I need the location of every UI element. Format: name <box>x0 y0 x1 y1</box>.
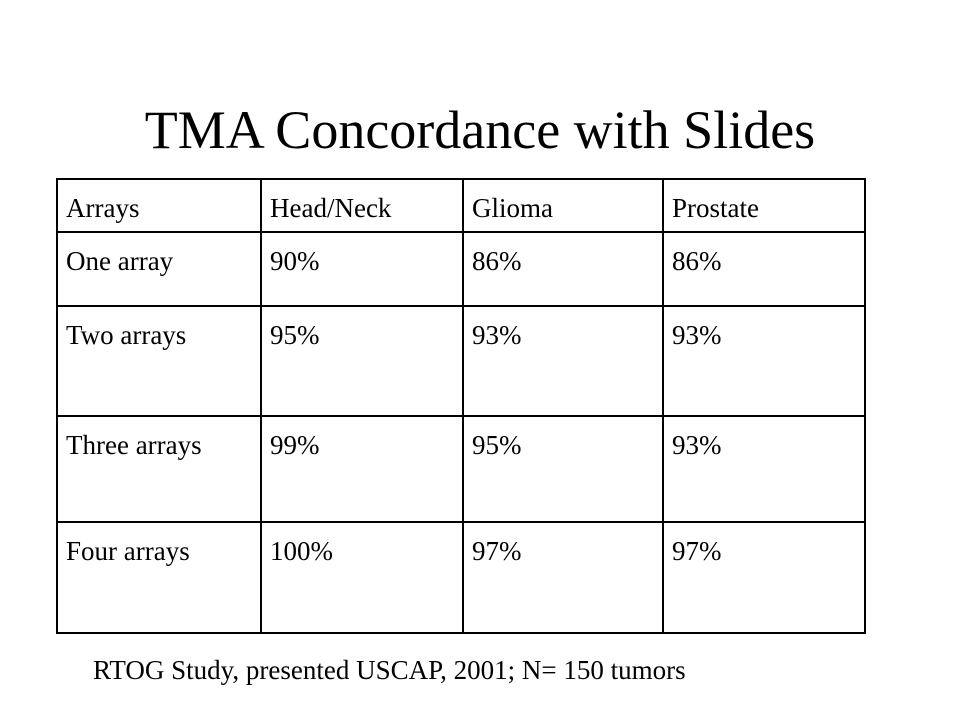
concordance-table: Arrays Head/Neck Glioma Prostate One arr… <box>56 178 866 634</box>
row-label: Four arrays <box>56 521 262 634</box>
head-neck-cell: 90% <box>260 231 464 307</box>
prostate-cell: 97% <box>662 521 866 634</box>
prostate-cell: 93% <box>662 305 866 417</box>
prostate-cell: 93% <box>662 415 866 523</box>
table-header-row: Arrays Head/Neck Glioma Prostate <box>56 178 866 233</box>
glioma-cell: 95% <box>462 415 664 523</box>
slide-title: TMA Concordance with Slides <box>144 100 816 160</box>
prostate-cell: 86% <box>662 231 866 307</box>
table-row: One array 90% 86% 86% <box>56 231 866 307</box>
head-neck-cell: 99% <box>260 415 464 523</box>
row-label: One array <box>56 231 262 307</box>
footnote: RTOG Study, presented USCAP, 2001; N= 15… <box>93 655 686 685</box>
column-header-head-neck: Head/Neck <box>260 178 464 233</box>
table-row: Two arrays 95% 93% 93% <box>56 305 866 417</box>
head-neck-cell: 100% <box>260 521 464 634</box>
glioma-cell: 93% <box>462 305 664 417</box>
row-label: Three arrays <box>56 415 262 523</box>
glioma-cell: 86% <box>462 231 664 307</box>
column-header-arrays: Arrays <box>56 178 262 233</box>
table-row: Three arrays 99% 95% 93% <box>56 415 866 523</box>
glioma-cell: 97% <box>462 521 664 634</box>
column-header-glioma: Glioma <box>462 178 664 233</box>
table-row: Four arrays 100% 97% 97% <box>56 521 866 634</box>
head-neck-cell: 95% <box>260 305 464 417</box>
row-label: Two arrays <box>56 305 262 417</box>
column-header-prostate: Prostate <box>662 178 866 233</box>
